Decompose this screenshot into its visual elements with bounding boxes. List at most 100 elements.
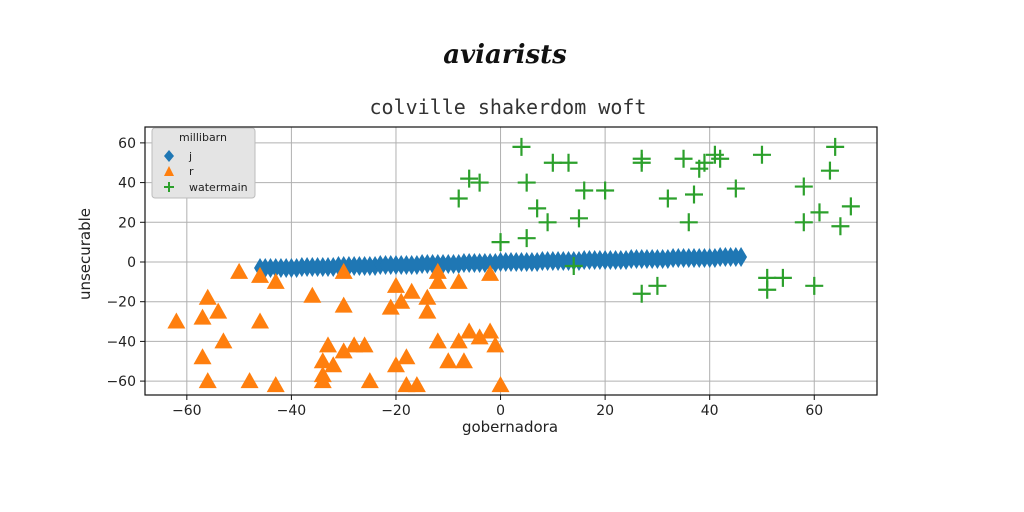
y-tick-label: −40 <box>106 334 136 350</box>
legend: millibarn j r watermain <box>151 127 256 199</box>
legend-item-j: j <box>164 150 192 163</box>
data-point-r <box>334 296 353 313</box>
data-point-watermain <box>460 169 479 188</box>
data-point-r <box>381 298 400 315</box>
data-point-r <box>460 322 479 339</box>
y-tick-label: 40 <box>118 176 136 192</box>
data-point-watermain <box>695 153 714 172</box>
y-tick-label: 60 <box>118 136 136 152</box>
data-point-watermain <box>758 280 777 299</box>
x-tick-label: 0 <box>496 403 505 419</box>
x-tick-label: 20 <box>596 403 614 419</box>
x-tick-label: −40 <box>277 403 307 419</box>
data-point-watermain <box>773 268 792 287</box>
data-point-watermain <box>596 181 615 200</box>
data-point-r <box>439 352 458 369</box>
chart-title: colville shakerdom woft <box>370 95 647 119</box>
data-point-r <box>481 264 500 281</box>
data-point-watermain <box>648 276 667 295</box>
plot-frame <box>144 126 878 396</box>
data-point-watermain <box>810 203 829 222</box>
legend-label-j: j <box>188 150 192 163</box>
data-point-watermain <box>517 173 536 192</box>
data-point-r <box>418 288 437 305</box>
data-point-watermain <box>575 181 594 200</box>
data-point-watermain <box>831 217 850 236</box>
data-point-watermain <box>528 199 547 218</box>
chart-suptitle: aviarists <box>443 40 567 70</box>
data-point-r <box>324 356 343 373</box>
legend-box <box>151 127 256 199</box>
legend-label-r: r <box>189 165 194 178</box>
data-point-watermain <box>674 149 693 168</box>
x-tick-label: 60 <box>805 403 823 419</box>
data-point-watermain <box>569 209 588 228</box>
data-point-r <box>251 312 270 329</box>
data-point-watermain <box>470 173 489 192</box>
y-tick-label: −20 <box>106 295 136 311</box>
series-watermain <box>449 137 860 303</box>
data-point-r <box>386 356 405 373</box>
data-point-watermain <box>538 213 557 232</box>
data-point-r <box>418 302 437 319</box>
data-point-watermain <box>559 153 578 172</box>
data-point-watermain <box>794 213 813 232</box>
legend-marker-j <box>164 150 174 162</box>
data-point-r <box>313 352 332 369</box>
y-axis-label: unsecurable <box>76 208 94 300</box>
data-point-r <box>486 336 505 353</box>
data-point-watermain <box>711 149 730 168</box>
data-point-r <box>319 336 337 353</box>
y-ticks: −60 −40 −20 0 20 40 60 <box>106 136 145 390</box>
data-point-watermain <box>491 233 510 252</box>
legend-item-watermain: watermain <box>164 181 248 194</box>
data-point-watermain <box>794 177 813 196</box>
y-tick-label: 0 <box>127 255 136 271</box>
data-point-r <box>230 262 249 279</box>
data-point-watermain <box>517 229 536 248</box>
data-point-watermain <box>632 153 651 172</box>
data-point-r <box>428 332 447 349</box>
x-ticks: −60 −40 −20 0 20 40 60 <box>172 395 823 419</box>
legend-marker-watermain <box>164 182 174 192</box>
data-point-r <box>334 342 353 359</box>
series-r <box>167 262 510 393</box>
data-point-r <box>454 352 473 369</box>
legend-item-r: r <box>164 165 194 178</box>
y-tick-label: 20 <box>118 215 136 231</box>
data-point-watermain <box>726 179 745 198</box>
data-point-r <box>266 376 285 393</box>
series-j <box>254 247 748 278</box>
data-point-watermain <box>820 161 839 180</box>
data-point-r <box>428 262 447 279</box>
data-point-watermain <box>449 189 468 208</box>
data-point-watermain <box>512 137 531 156</box>
data-point-r <box>240 372 259 389</box>
data-point-r <box>198 288 217 305</box>
data-point-r <box>386 276 405 293</box>
legend-label-watermain: watermain <box>189 181 248 194</box>
data-point-r <box>397 376 416 393</box>
data-point-j <box>735 247 748 268</box>
data-point-r <box>392 292 411 309</box>
x-axis-label: gobernadora <box>462 418 558 436</box>
legend-marker-r <box>164 166 174 176</box>
data-point-r <box>313 372 332 389</box>
data-point-r <box>481 322 500 339</box>
data-point-r <box>360 372 379 389</box>
data-point-r <box>167 312 186 329</box>
data-point-r <box>209 302 228 319</box>
data-point-r <box>449 332 468 349</box>
x-tick-label: 40 <box>701 403 719 419</box>
data-point-r <box>266 272 285 289</box>
data-point-r <box>397 348 416 365</box>
data-point-r <box>193 348 212 365</box>
data-point-r <box>198 372 217 389</box>
data-point-watermain <box>841 197 860 216</box>
x-tick-label: −20 <box>381 403 411 419</box>
x-tick-label: −60 <box>172 403 202 419</box>
data-point-watermain <box>564 256 583 275</box>
data-point-watermain <box>826 137 845 156</box>
data-point-watermain <box>658 189 677 208</box>
